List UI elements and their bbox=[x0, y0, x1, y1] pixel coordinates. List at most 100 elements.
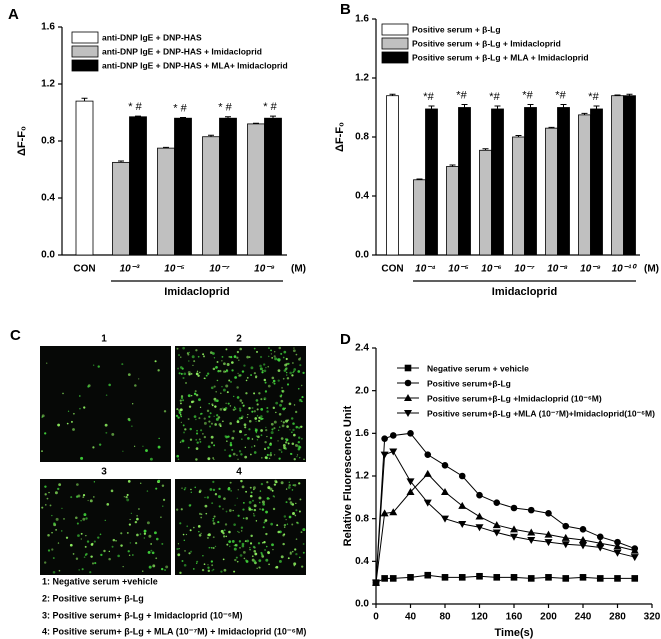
fluorescence-spot bbox=[231, 369, 234, 372]
fluorescence-spot bbox=[289, 501, 293, 504]
fluorescence-spot bbox=[265, 510, 268, 514]
x-tick-label: 10⁻¹⁰ bbox=[612, 264, 638, 275]
x-tick-label: 10⁻⁵ bbox=[164, 264, 184, 275]
fluorescence-spot bbox=[298, 482, 301, 485]
marker bbox=[527, 537, 536, 544]
fluorescence-spot bbox=[178, 354, 180, 357]
micrograph bbox=[40, 346, 171, 462]
fluorescence-spot bbox=[206, 409, 210, 413]
marker bbox=[406, 478, 415, 486]
legend-label: Positive serum+β-Lg bbox=[427, 378, 511, 388]
fluorescence-spot bbox=[207, 566, 210, 569]
error-bar bbox=[81, 97, 88, 102]
fluorescence-spot bbox=[300, 384, 303, 387]
fluorescence-spot bbox=[197, 374, 200, 377]
error-bar bbox=[135, 115, 141, 117]
fluorescence-spot bbox=[202, 433, 204, 435]
fluorescence-spot bbox=[283, 350, 287, 354]
fluorescence-spot bbox=[48, 491, 50, 494]
fluorescence-spot bbox=[299, 364, 302, 367]
fluorescence-spot bbox=[51, 514, 53, 517]
marker bbox=[613, 549, 622, 557]
fluorescence-spot bbox=[213, 415, 215, 417]
marker bbox=[441, 515, 449, 523]
fluorescence-spot bbox=[239, 409, 242, 412]
legend-label: Positive serum+β-Lg +MLA (10⁻⁷M)+Imidacl… bbox=[427, 408, 655, 418]
fluorescence-spot bbox=[226, 391, 229, 394]
fluorescence-spot bbox=[212, 568, 215, 571]
fluorescence-spot bbox=[82, 496, 85, 498]
fluorescence-spot bbox=[128, 554, 131, 556]
fluorescence-spot bbox=[286, 377, 290, 380]
marker bbox=[458, 501, 467, 509]
fluorescence-spot bbox=[175, 508, 179, 511]
fluorescence-spot bbox=[228, 540, 232, 544]
fluorescence-spot bbox=[265, 426, 267, 429]
fluorescence-spot bbox=[280, 481, 284, 485]
fluorescence-spot bbox=[255, 432, 257, 434]
fluorescence-spot bbox=[277, 379, 280, 382]
fluorescence-spot bbox=[213, 515, 216, 518]
fluorescence-spot bbox=[206, 372, 210, 375]
fluorescence-spot bbox=[197, 355, 200, 358]
fluorescence-spot bbox=[157, 479, 161, 483]
fluorescence-spot bbox=[301, 565, 304, 568]
marker bbox=[423, 499, 432, 507]
fluorescence-spot bbox=[193, 526, 195, 529]
fluorescence-spot bbox=[236, 396, 240, 399]
fluorescence-spot bbox=[228, 545, 231, 548]
fluorescence-spot bbox=[261, 457, 263, 459]
fluorescence-spot bbox=[213, 385, 216, 388]
fluorescence-spot bbox=[267, 446, 270, 449]
x-tick-label: 10⁻⁵ bbox=[448, 264, 468, 275]
x-tick-label: 10⁻⁴ bbox=[415, 264, 436, 275]
fluorescence-spot bbox=[247, 413, 249, 416]
fluorescence-spot bbox=[293, 562, 297, 566]
error-bar bbox=[163, 146, 169, 149]
fluorescence-spot bbox=[90, 543, 94, 546]
y-tick-label: 0.8 bbox=[355, 132, 369, 143]
fluorescence-spot bbox=[162, 505, 164, 507]
marker bbox=[381, 575, 388, 582]
fluorescence-spot bbox=[143, 529, 147, 533]
fluorescence-spot bbox=[266, 407, 269, 410]
fluorescence-spot bbox=[78, 395, 81, 397]
fluorescence-spot bbox=[136, 517, 139, 521]
fluorescence-spot bbox=[182, 377, 185, 380]
fluorescence-spot bbox=[83, 406, 86, 409]
fluorescence-spot bbox=[293, 368, 297, 371]
significance-mark: *# bbox=[555, 89, 566, 101]
fluorescence-spot bbox=[277, 369, 281, 372]
fluorescence-spot bbox=[241, 438, 243, 440]
fluorescence-spot bbox=[259, 490, 262, 492]
fluorescence-spot bbox=[187, 394, 191, 398]
panel-label: D bbox=[340, 331, 351, 348]
fluorescence-spot bbox=[223, 362, 226, 366]
fluorescence-spot bbox=[53, 522, 56, 525]
y-tick-label: 0.4 bbox=[41, 193, 55, 204]
fluorescence-spot bbox=[249, 486, 252, 489]
fluorescence-spot bbox=[245, 560, 249, 563]
fluorescence-spot bbox=[210, 560, 214, 563]
fluorescence-spot bbox=[263, 521, 266, 524]
fluorescence-spot bbox=[179, 441, 182, 443]
fluorescence-spot bbox=[195, 447, 199, 450]
fluorescence-spot bbox=[210, 386, 214, 390]
fluorescence-spot bbox=[202, 555, 204, 557]
fluorescence-spot bbox=[72, 412, 75, 415]
fluorescence-spot bbox=[233, 523, 236, 526]
fluorescence-spot bbox=[122, 565, 124, 568]
bar bbox=[512, 136, 525, 256]
fluorescence-spot bbox=[127, 480, 131, 483]
fluorescence-spot bbox=[57, 487, 60, 491]
marker bbox=[475, 512, 484, 520]
fluorescence-spot bbox=[264, 390, 268, 393]
fluorescence-spot bbox=[203, 417, 206, 420]
fluorescence-spot bbox=[258, 501, 261, 504]
fluorescence-spot bbox=[177, 458, 180, 461]
fluorescence-spot bbox=[250, 534, 253, 538]
fluorescence-spot bbox=[253, 392, 256, 395]
marker bbox=[389, 432, 397, 439]
fluorescence-spot bbox=[110, 489, 114, 493]
fluorescence-spot bbox=[179, 399, 182, 402]
